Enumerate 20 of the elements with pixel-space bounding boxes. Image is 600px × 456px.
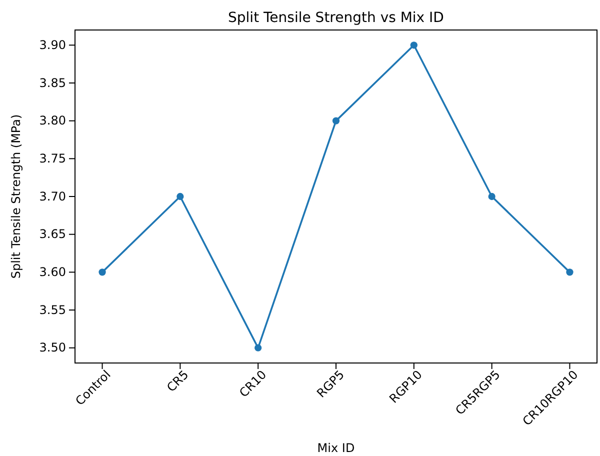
chart-title: Split Tensile Strength vs Mix ID (228, 10, 444, 26)
y-tick-label: 3.70 (39, 189, 66, 204)
point (98, 268, 106, 276)
y-tick-label: 3.60 (39, 265, 66, 280)
y-tick-label: 3.65 (39, 227, 66, 242)
y-tick-label: 3.85 (39, 76, 66, 90)
x-axis-title: Mix ID (317, 441, 355, 455)
point (176, 192, 184, 200)
point (566, 268, 574, 276)
x-tick-label: CR5 (164, 368, 192, 395)
y-tick-label: 3.75 (39, 152, 66, 166)
y-tick-label: 3.90 (39, 38, 66, 52)
y-tick-label: 3.50 (39, 340, 66, 355)
point (488, 192, 496, 200)
y-tick-label: 3.55 (39, 302, 66, 317)
y-tick-label: 3.80 (39, 114, 66, 128)
point (254, 344, 262, 352)
point (332, 117, 340, 124)
y-axis-title: Split Tensile Strength (MPa) (9, 114, 23, 279)
point (410, 42, 418, 49)
